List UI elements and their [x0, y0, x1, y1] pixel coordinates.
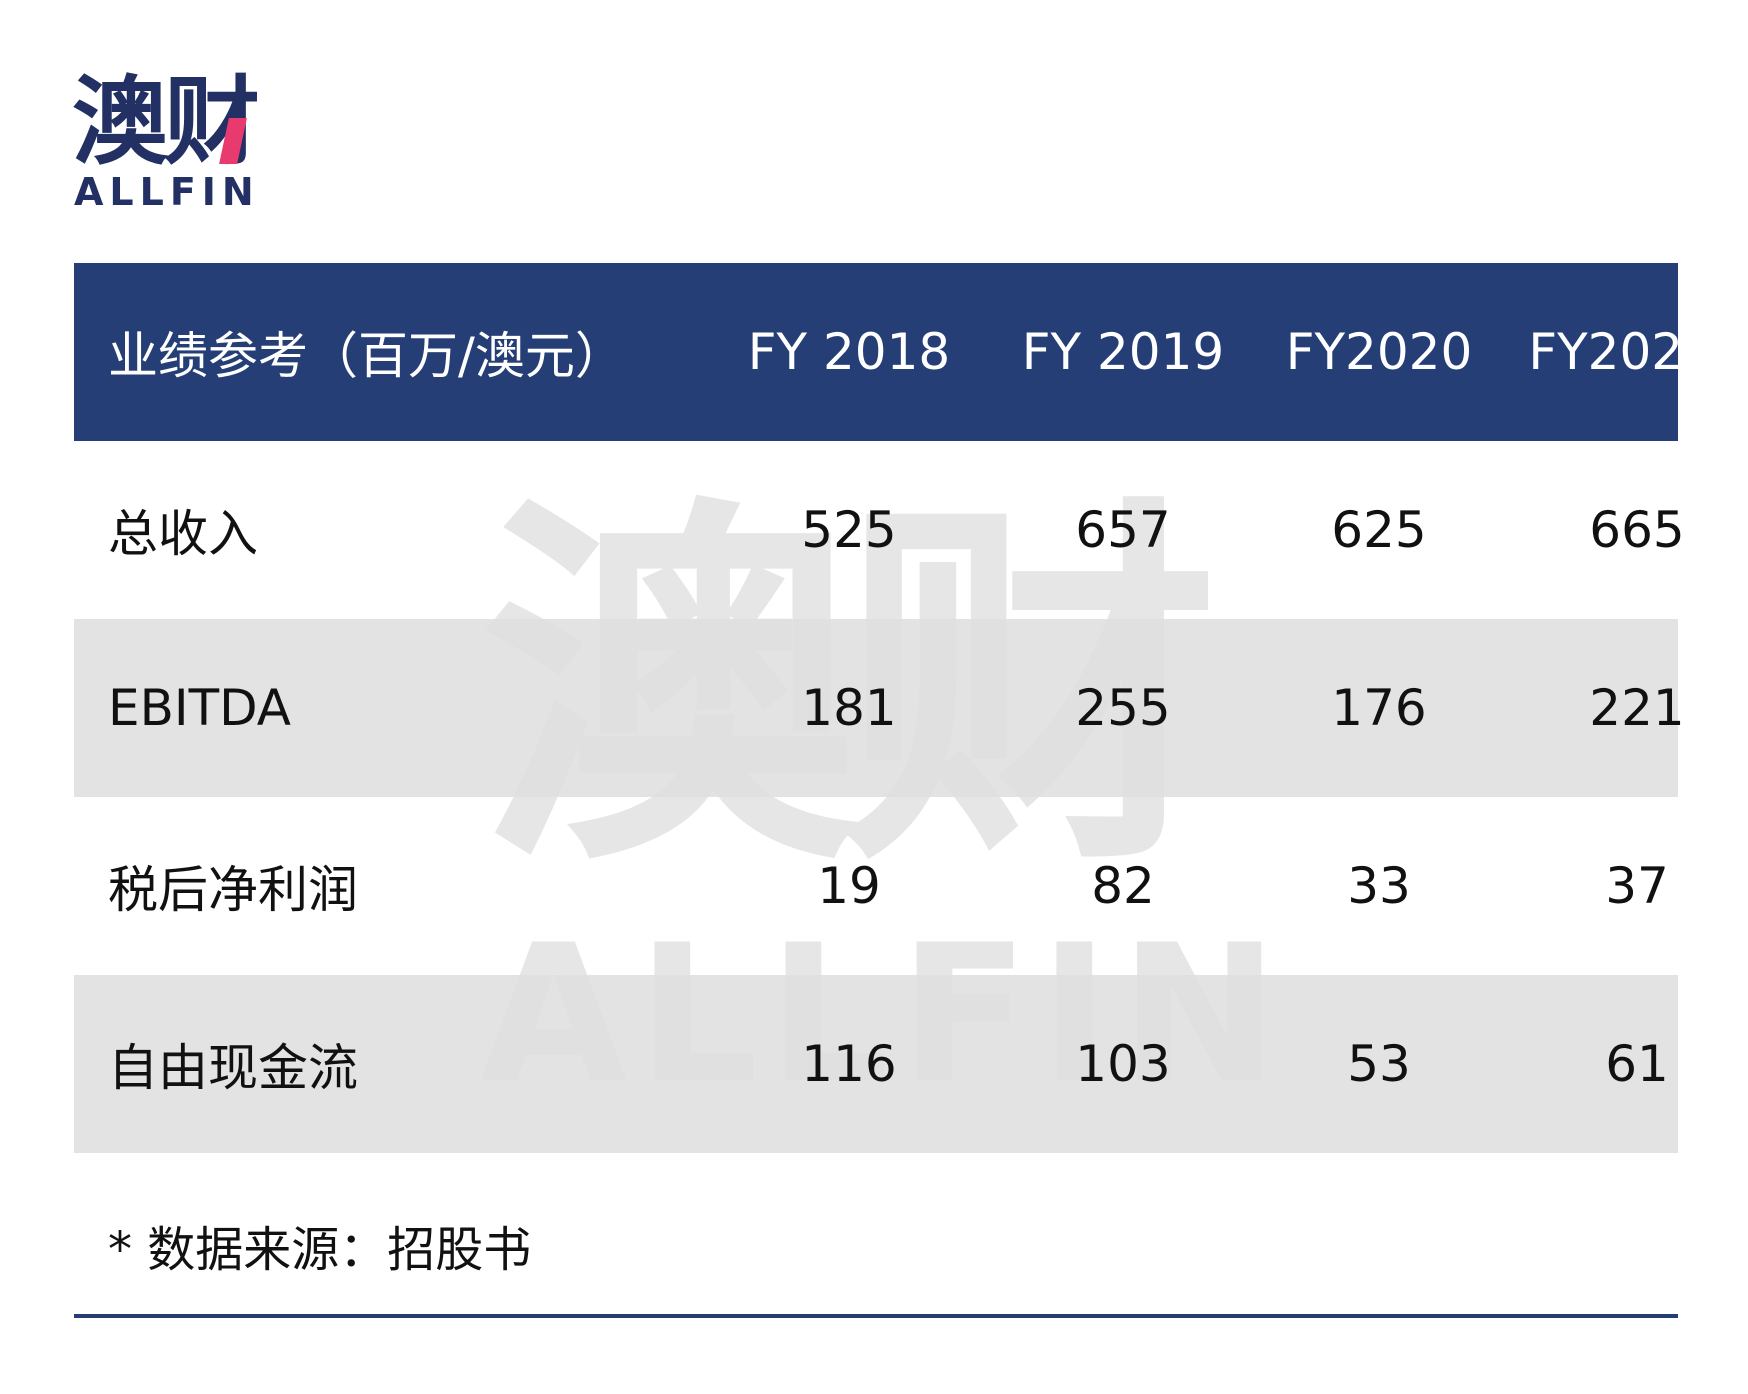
table-cell: 657	[1075, 501, 1171, 559]
header-cell-metric: 业绩参考（百万/澳元）	[108, 327, 625, 385]
table-cell: 625	[1331, 501, 1427, 559]
source-note: * 数据来源：招股书	[108, 1222, 532, 1278]
header-cell-fy2020: FY2020	[1285, 323, 1473, 381]
bottom-divider	[74, 1314, 1678, 1318]
row-label: 总收入	[108, 505, 258, 563]
table-cell: 82	[1091, 857, 1155, 915]
header-cell-fy2021e: FY2021e	[1528, 323, 1746, 381]
financial-table: 业绩参考（百万/澳元） FY 2018 FY 2019 FY2020 FY202…	[74, 263, 1746, 1153]
row-label: 税后净利润	[108, 861, 358, 919]
row-label: EBITDA	[108, 679, 292, 737]
table-cell: 103	[1075, 1035, 1171, 1093]
table-header-row: 业绩参考（百万/澳元） FY 2018 FY 2019 FY2020 FY202…	[74, 263, 1746, 441]
header-cell-fy2018: FY 2018	[747, 323, 951, 381]
table-cell: 525	[801, 501, 897, 559]
table-cell: 19	[817, 857, 881, 915]
table-cell: 181	[801, 679, 897, 737]
row-label: 自由现金流	[108, 1039, 358, 1097]
table-cell: 37	[1605, 857, 1669, 915]
table-row-free-cash-flow: 自由现金流 116 103 53 61	[74, 975, 1678, 1153]
table-cell: 665	[1589, 501, 1685, 559]
table-cell: 221	[1589, 679, 1685, 737]
table-row-revenue: 总收入 525 657 625 665	[74, 441, 1685, 619]
table-cell: 255	[1075, 679, 1171, 737]
logo-english-text: ALLFIN	[74, 170, 260, 214]
table-cell: 53	[1347, 1035, 1411, 1093]
logo: 澳财 ALLFIN	[72, 72, 272, 212]
table-row-ebitda: EBITDA 181 255 176 221	[74, 619, 1685, 797]
header-cell-fy2019: FY 2019	[1021, 323, 1225, 381]
table-row-net-profit: 税后净利润 19 82 33 37	[74, 797, 1678, 975]
table-cell: 176	[1331, 679, 1427, 737]
table-cell: 33	[1347, 857, 1411, 915]
table-cell: 61	[1605, 1035, 1669, 1093]
table-cell: 116	[801, 1035, 897, 1093]
